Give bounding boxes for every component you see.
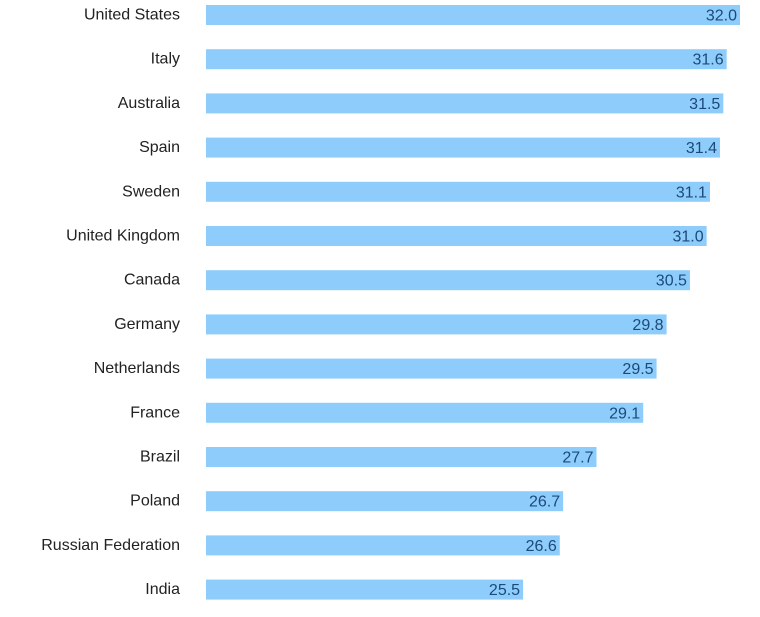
bar-poland — [206, 491, 564, 512]
category-label: Canada — [124, 272, 180, 289]
bar-spain — [206, 137, 720, 158]
category-label: France — [130, 404, 180, 421]
bar-brazil — [206, 447, 597, 467]
value-label: 29.8 — [632, 317, 663, 334]
value-label: 27.7 — [562, 450, 593, 467]
category-label: Poland — [130, 493, 180, 510]
bar-united-states — [206, 5, 740, 25]
bar-italy — [206, 49, 727, 70]
category-label: Sweden — [122, 183, 180, 200]
value-label: 31.5 — [689, 96, 720, 113]
bar-sweden — [206, 181, 710, 202]
value-label: 31.0 — [672, 229, 703, 246]
category-labels: United States Italy Australia Spain Sweden Un… — [41, 7, 180, 599]
value-labels: 32.0 31.6 31.5 31.4 31.1 31.0 30.5 29.8 29.5 29.1… — [489, 8, 737, 600]
category-label: Germany — [114, 316, 180, 333]
value-label: 31.4 — [686, 140, 717, 157]
value-label: 25.5 — [489, 582, 520, 599]
value-label: 32.0 — [706, 8, 737, 25]
value-label: 26.6 — [526, 538, 557, 555]
category-label: Spain — [139, 139, 180, 156]
value-label: 31.6 — [693, 52, 724, 69]
bar-india — [206, 579, 524, 600]
category-label: United States — [84, 7, 180, 24]
category-label: Russian Federation — [41, 537, 180, 554]
category-label: Australia — [118, 95, 180, 112]
bar-united-kingdom — [206, 226, 707, 246]
category-label: Netherlands — [94, 360, 180, 377]
bar-france — [206, 402, 644, 423]
category-label: Italy — [151, 51, 180, 68]
bar-netherlands — [206, 358, 657, 379]
category-label: Brazil — [140, 449, 180, 466]
value-label: 26.7 — [529, 494, 560, 511]
value-label: 30.5 — [656, 273, 687, 290]
bar-canada — [206, 270, 690, 291]
category-label: India — [145, 581, 180, 598]
value-label: 29.1 — [609, 405, 640, 422]
bars-layer — [206, 5, 740, 600]
category-label: United Kingdom — [66, 228, 180, 245]
bar-australia — [206, 93, 724, 114]
bar-germany — [206, 314, 667, 335]
value-label: 31.1 — [676, 184, 707, 201]
value-label: 29.5 — [622, 361, 653, 378]
bar-russian-federation — [206, 535, 560, 556]
